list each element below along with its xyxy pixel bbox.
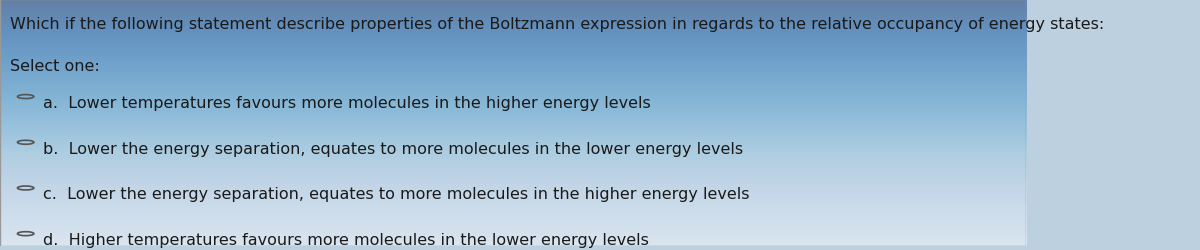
Text: a.  Lower temperatures favours more molecules in the higher energy levels: a. Lower temperatures favours more molec…: [43, 96, 650, 110]
Text: c.  Lower the energy separation, equates to more molecules in the higher energy : c. Lower the energy separation, equates …: [43, 186, 750, 202]
Text: Which if the following statement describe properties of the Boltzmann expression: Which if the following statement describ…: [11, 17, 1104, 32]
Text: b.  Lower the energy separation, equates to more molecules in the lower energy l: b. Lower the energy separation, equates …: [43, 141, 743, 156]
Text: d.  Higher temperatures favours more molecules in the lower energy levels: d. Higher temperatures favours more mole…: [43, 232, 649, 247]
Text: Select one:: Select one:: [11, 59, 100, 74]
